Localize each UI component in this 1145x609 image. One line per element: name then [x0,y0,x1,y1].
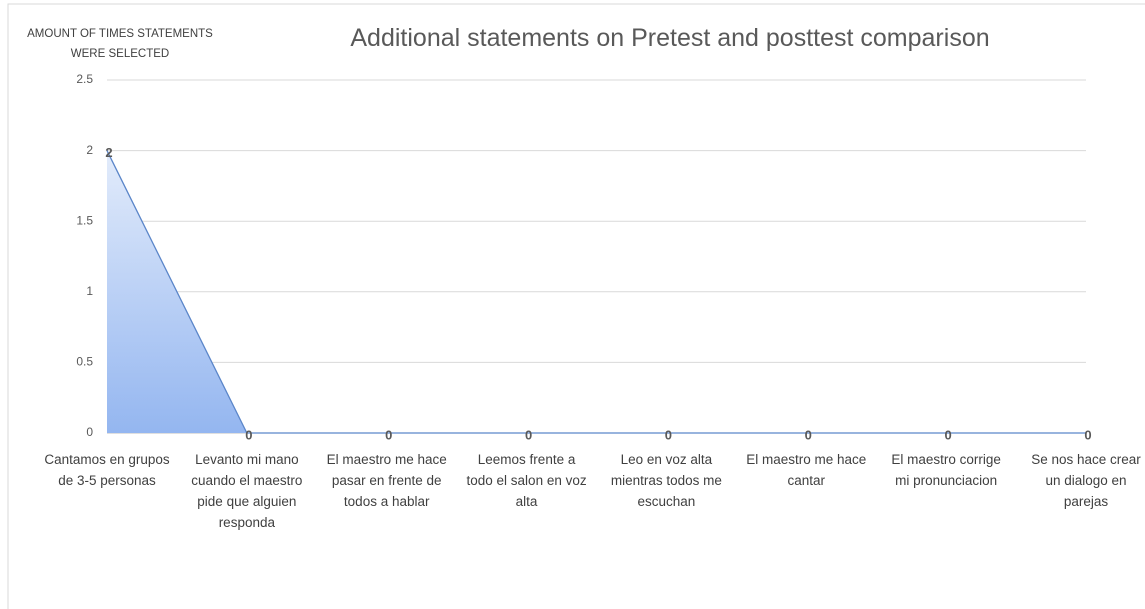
data-label: 0 [1084,427,1091,442]
y-axis-label: AMOUNT OF TIMES STATEMENTS WERE SELECTED [27,28,213,60]
x-tick-label: Se nos hace crear un dialogo en parejas [1031,452,1141,509]
x-tick-label: Cantamos en grupos de 3-5 personas [44,452,170,488]
y-tick-label: 0.5 [76,355,93,369]
y-tick-label: 1 [86,284,93,298]
y-tick-label: 2.5 [76,72,93,86]
data-label: 0 [385,427,392,442]
data-label: 0 [665,427,672,442]
x-tick-label: Leemos frente a todo el salon en voz alt… [466,452,587,509]
y-tick-label: 1.5 [76,213,93,227]
area-line [106,150,1086,434]
x-tick-label: Leo en voz alta mientras todos me escuch… [610,452,722,509]
x-tick-label: El maestro me hace cantar [746,452,867,488]
x-tick-label: El maestro me hace pasar en frente de to… [326,452,447,509]
data-label: 0 [945,427,952,442]
y-tick-label: 2 [86,143,93,157]
data-label: 2 [105,145,112,160]
data-label: 0 [805,427,812,442]
chart-border [7,3,1145,609]
x-tick-label: El maestro corrige mi pronunciacion [891,452,1001,488]
chart-title: Additional statements on Pretest and pos… [350,24,990,52]
data-label: 0 [245,427,252,442]
data-label: 0 [525,427,532,442]
x-tick-label: Levanto mi mano cuando el maestro pide q… [191,452,303,530]
y-tick-label: 0 [86,425,93,439]
area [107,150,1086,433]
